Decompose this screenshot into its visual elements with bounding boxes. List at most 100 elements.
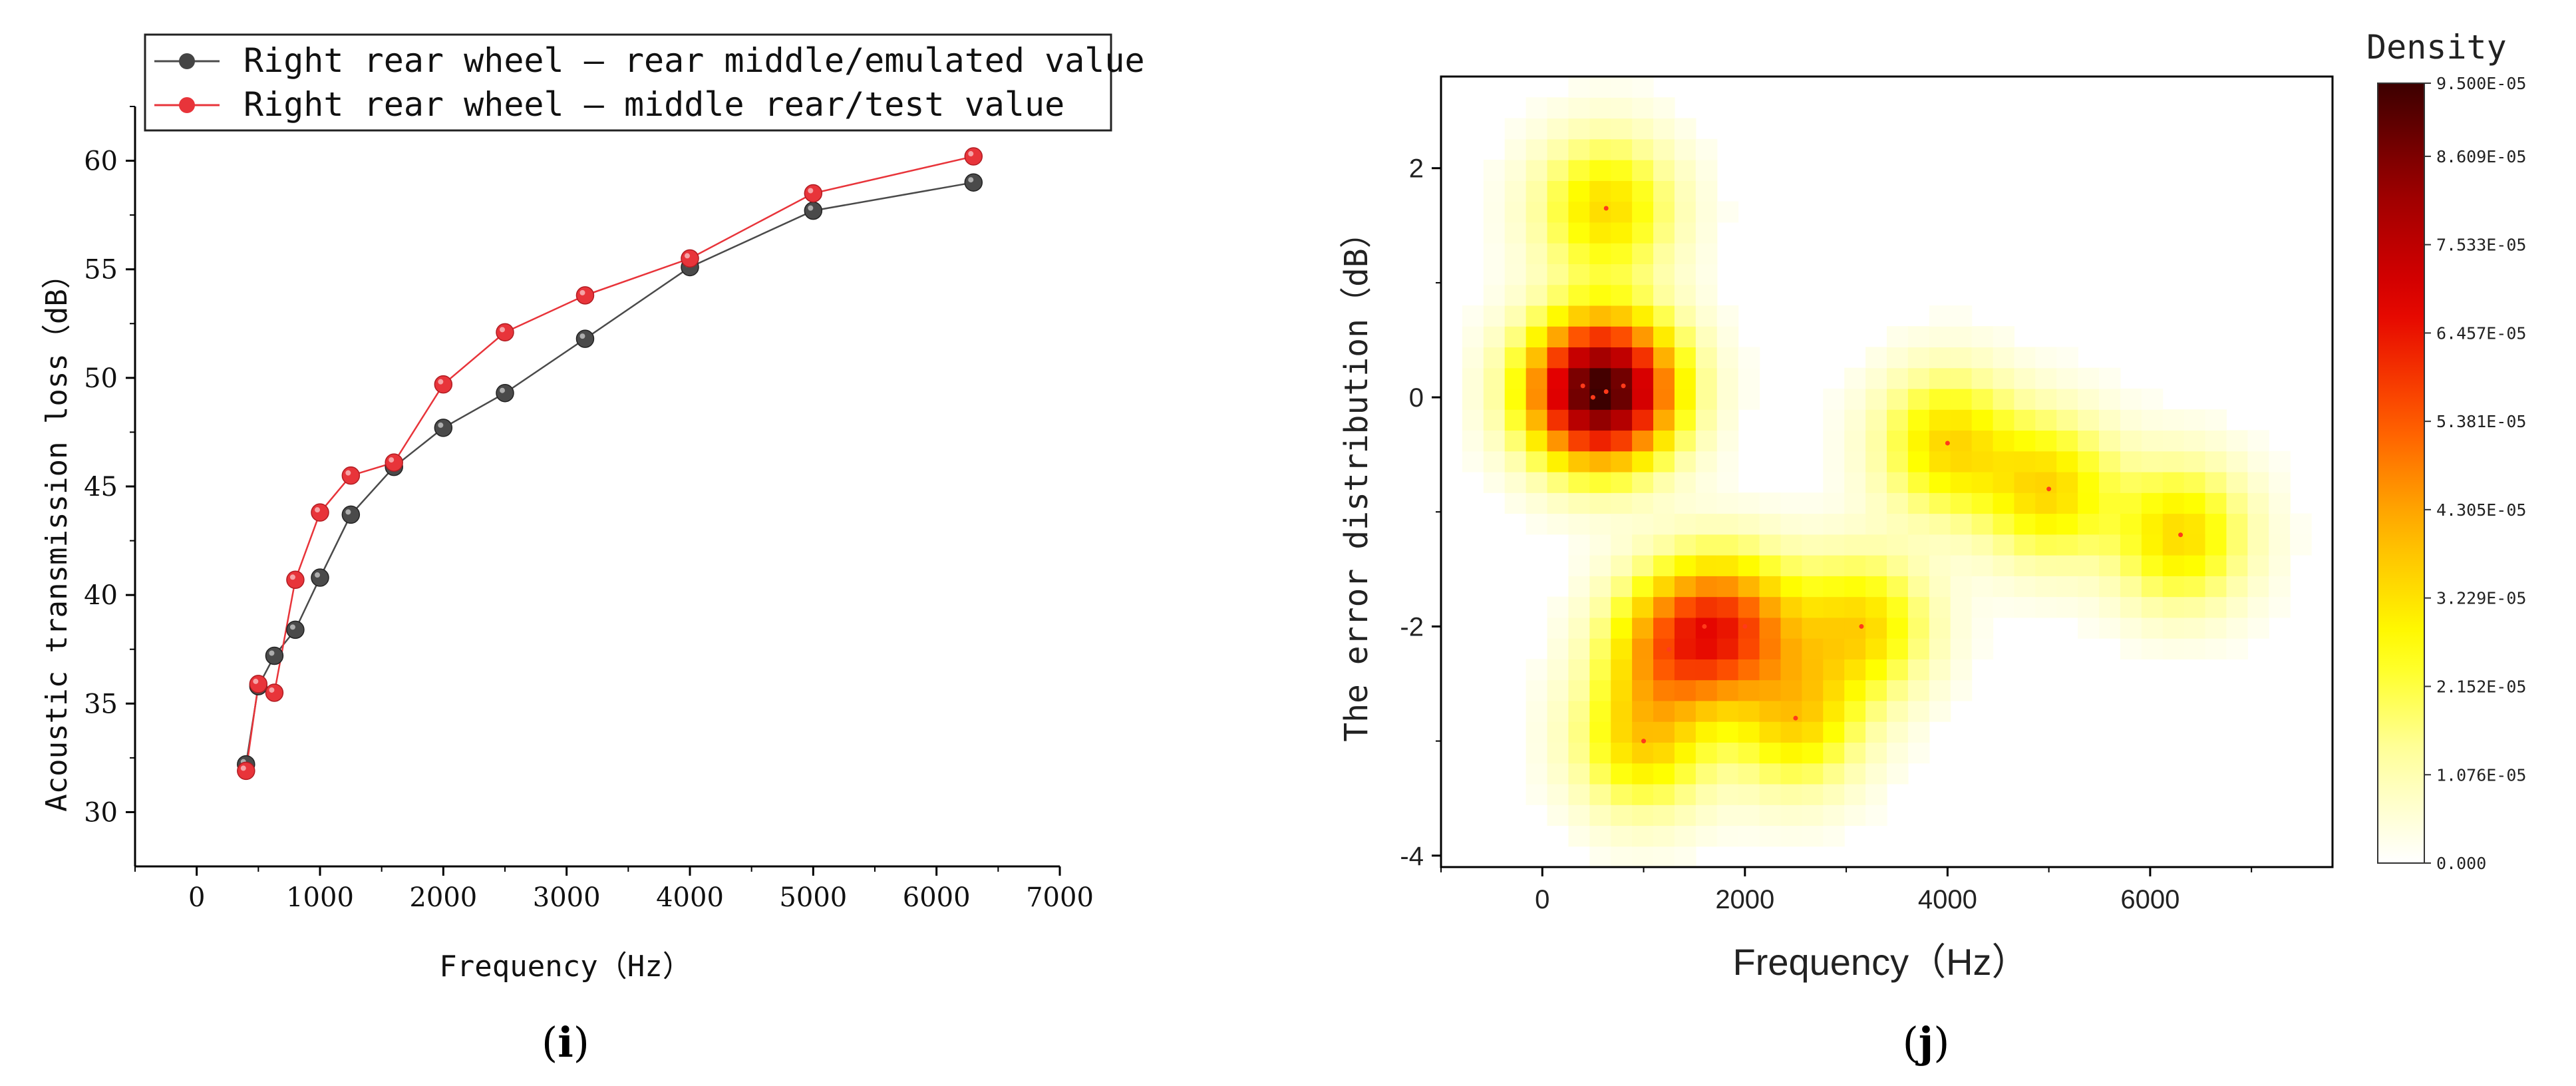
y-tick-label: 60	[84, 146, 118, 177]
heatmap-cell	[1844, 700, 1866, 722]
heatmap-cell	[2099, 492, 2121, 514]
heatmap-cell	[2269, 576, 2291, 598]
heatmap-cell	[1611, 679, 1633, 701]
heatmap-data-point	[1621, 383, 1626, 389]
heatmap-cell	[1504, 138, 1527, 160]
heatmap-cell	[1589, 347, 1611, 369]
heatmap-cell	[1483, 347, 1506, 369]
y-tick-label: 50	[84, 363, 118, 394]
heatmap-data-point	[1590, 395, 1595, 400]
heatmap-cell	[1993, 576, 2015, 598]
series-1-point	[286, 570, 305, 590]
heatmap-cell	[1716, 430, 1739, 452]
heatmap-cell	[1823, 534, 1845, 556]
heatmap-cell	[1632, 201, 1654, 223]
heatmap-data-point	[1702, 624, 1707, 629]
heatmap-cell	[1950, 326, 1973, 348]
heatmap-cell	[1632, 451, 1654, 472]
heatmap-cell	[1547, 472, 1569, 493]
legend-marker-test	[179, 97, 195, 113]
heatmap-cell	[2226, 638, 2248, 659]
heatmap-cell	[1674, 160, 1696, 181]
heatmap-cell	[1865, 347, 1887, 369]
heatmap-cell	[1929, 409, 1951, 431]
heatmap-cell	[2162, 576, 2185, 598]
x-tick-label: 4000	[1918, 885, 1977, 914]
heatmap-cell	[1589, 783, 1611, 805]
heatmap-cell	[1695, 534, 1718, 556]
heatmap-cell	[1716, 492, 1739, 514]
panel-caption-i: (i)	[542, 1018, 589, 1067]
heatmap-cell	[1844, 783, 1866, 805]
heatmap-cell	[1611, 97, 1633, 119]
series-0-point	[341, 505, 361, 524]
heatmap-cell	[1971, 638, 1994, 659]
x-axis-label: Frequency（Hz）	[439, 950, 691, 984]
heatmap-cell	[1674, 347, 1696, 369]
heatmap-cell	[1653, 825, 1675, 847]
heatmap-cell	[1716, 596, 1739, 618]
x-tick-label: 0	[188, 882, 205, 913]
heatmap-cell	[1547, 160, 1569, 181]
heatmap-cell	[2247, 534, 2269, 556]
heatmap-cell	[1589, 409, 1611, 431]
heatmap-cell	[2205, 576, 2227, 598]
heatmap-cell	[1844, 430, 1866, 452]
heatmap-cell	[1589, 846, 1611, 868]
heatmap-cell	[1568, 763, 1590, 785]
heatmap-cell	[1526, 430, 1548, 452]
heatmap-data-points	[1580, 206, 2183, 744]
heatmap-cell	[1887, 430, 1909, 452]
heatmap-cell	[1526, 451, 1548, 472]
heatmap-cell	[2183, 576, 2206, 598]
heatmap-cell	[1716, 534, 1739, 556]
heatmap-cell	[1504, 367, 1527, 389]
heatmap-cell	[1526, 97, 1548, 119]
heatmap-plot-frame	[1440, 75, 2334, 868]
heatmap-cell	[1547, 118, 1569, 140]
heatmap-cell	[2162, 492, 2185, 514]
legend-label-test: Right rear wheel – middle rear/test valu…	[243, 85, 1064, 124]
series-0-point	[286, 620, 305, 639]
heatmap-cell	[2035, 555, 2057, 576]
heatmap-cell	[2226, 430, 2248, 452]
heatmap-cell	[1483, 451, 1506, 472]
heatmap-cell	[1695, 763, 1718, 785]
heatmap-cell	[1526, 118, 1548, 140]
heatmap-cell	[2120, 617, 2142, 639]
heatmap-cell	[2162, 513, 2185, 535]
heatmap-cell	[2014, 451, 2036, 472]
heatmap-cell	[1653, 284, 1675, 306]
heatmap-cell	[1907, 409, 1930, 431]
y-tick-label: -2	[1400, 612, 1424, 641]
heatmap-cell	[2269, 513, 2291, 535]
heatmap-cell	[1526, 284, 1548, 306]
heatmap-cell	[1716, 617, 1739, 639]
heatmap-cell	[1568, 409, 1590, 431]
heatmap-cell	[1950, 534, 1973, 556]
heatmap-cell	[1547, 617, 1569, 639]
heatmap-cell	[1611, 596, 1633, 618]
heatmap-cell	[1589, 513, 1611, 535]
heatmap-cell	[1865, 700, 1887, 722]
heatmap-cell	[1611, 721, 1633, 743]
heatmap-cell	[2078, 513, 2100, 535]
heatmap-cell	[1483, 367, 1506, 389]
heatmap-cell	[1632, 596, 1654, 618]
y-tick-label: 35	[84, 689, 118, 719]
heatmap-cell	[1907, 576, 1930, 598]
heatmap-cell	[1865, 721, 1887, 743]
heatmap-cell	[1653, 513, 1675, 535]
heatmap-cell	[2183, 451, 2206, 472]
heatmap-cell	[1589, 201, 1611, 223]
x-axis-label: Frequency（Hz）	[1732, 941, 2028, 983]
heatmap-cell	[1589, 451, 1611, 472]
heatmap-cell	[1907, 596, 1930, 618]
heatmap-cell	[1483, 284, 1506, 306]
heatmap-cell	[1547, 721, 1569, 743]
heatmap-cell	[1716, 721, 1739, 743]
point-highlight	[389, 457, 395, 463]
heatmap-cell	[1568, 805, 1590, 826]
heatmap-cell	[1695, 222, 1718, 244]
heatmap-cell	[1802, 596, 1824, 618]
